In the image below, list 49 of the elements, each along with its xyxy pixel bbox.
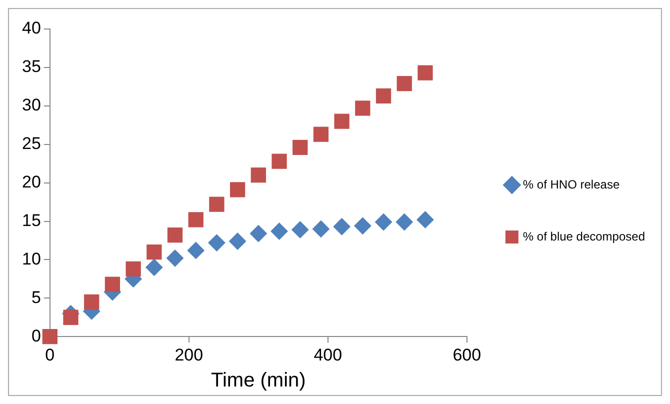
y-tick-label: 40 [22,18,41,38]
x-axis-title: Time (min) [211,370,306,392]
point [396,76,412,92]
point [355,100,370,116]
point [104,276,120,292]
point [166,250,184,267]
y-tick-label: 0 [31,326,41,346]
y-tick-label: 5 [31,288,41,307]
point [375,214,392,231]
y-tick-label: 25 [22,134,41,154]
point [126,261,141,276]
point [146,244,162,260]
x-tick-label: 600 [452,345,482,364]
point [187,242,204,259]
point [272,154,287,169]
x-tick-label: 0 [45,345,55,364]
y-tick-label: 35 [22,57,41,76]
point [229,232,246,250]
point [167,228,183,243]
point [270,222,288,240]
point [292,221,309,238]
y-tick-label: 20 [22,172,41,192]
point [84,294,100,310]
point [188,212,204,228]
point [312,220,330,238]
point [146,258,163,276]
point [396,214,413,231]
point [334,114,350,129]
point [313,126,329,142]
y-tick-label: 10 [22,249,41,268]
point [354,217,372,234]
point [418,65,433,80]
y-tick-label: 15 [22,210,41,230]
point [250,225,267,242]
x-tick-label: 400 [314,345,342,364]
point [42,329,58,344]
point [63,310,78,325]
point [209,196,224,212]
y-tick-label: 30 [22,96,41,115]
legend-label: % of HNO release [522,177,620,192]
point [416,211,434,228]
point [230,182,246,198]
point [250,168,266,183]
point [292,140,308,155]
point [376,88,392,104]
point [333,218,350,236]
point [208,234,226,252]
legend-label: % of blue decomposed [522,229,646,244]
x-tick-label: 200 [174,345,204,364]
